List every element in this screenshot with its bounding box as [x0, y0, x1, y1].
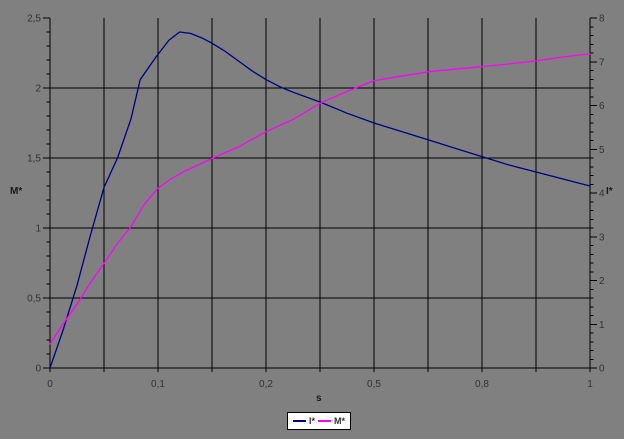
x-axis-tick-label: 0,8: [475, 379, 489, 390]
right-axis-tick-label: 5: [599, 145, 605, 156]
right-axis-tick-label: 1: [599, 320, 605, 331]
series-line-1: [49, 53, 591, 345]
legend-line-series-1: [292, 420, 306, 422]
x-axis-tick-label: 1: [587, 379, 593, 390]
left-axis-tick-label: 2: [35, 84, 41, 95]
series-line-0: [49, 31, 591, 369]
legend-label-series-2: M*: [334, 415, 345, 426]
right-axis-tick-label: 7: [599, 57, 605, 68]
left-axis-title: M*: [10, 186, 23, 197]
x-axis-tick-label: 0: [47, 379, 53, 390]
right-axis-tick-label: 2: [599, 276, 605, 287]
legend-label-series-1: I*: [308, 415, 315, 426]
right-axis-tick-label: 6: [599, 101, 605, 112]
right-axis-tick-label: 8: [599, 14, 605, 25]
right-axis-title: I*: [606, 186, 613, 197]
left-axis-tick-label: 1,5: [27, 154, 41, 165]
right-axis-tick-label: 4: [599, 189, 605, 200]
legend-line-series-2: [318, 420, 331, 422]
left-axis-tick-label: 1: [35, 224, 41, 235]
right-axis-tick-label: 0: [599, 364, 605, 375]
legend: I* M*: [287, 412, 351, 430]
left-axis-tick-label: 0: [35, 364, 41, 375]
x-axis-title: s: [316, 393, 322, 404]
left-axis-tick-label: 2,5: [27, 14, 41, 25]
x-axis-tick-label: 0,1: [151, 379, 165, 390]
x-axis-tick-label: 0,5: [367, 379, 381, 390]
x-axis-tick-label: 0,2: [259, 379, 273, 390]
right-axis-tick-label: 3: [599, 232, 605, 243]
left-axis-tick-label: 0,5: [27, 294, 41, 305]
